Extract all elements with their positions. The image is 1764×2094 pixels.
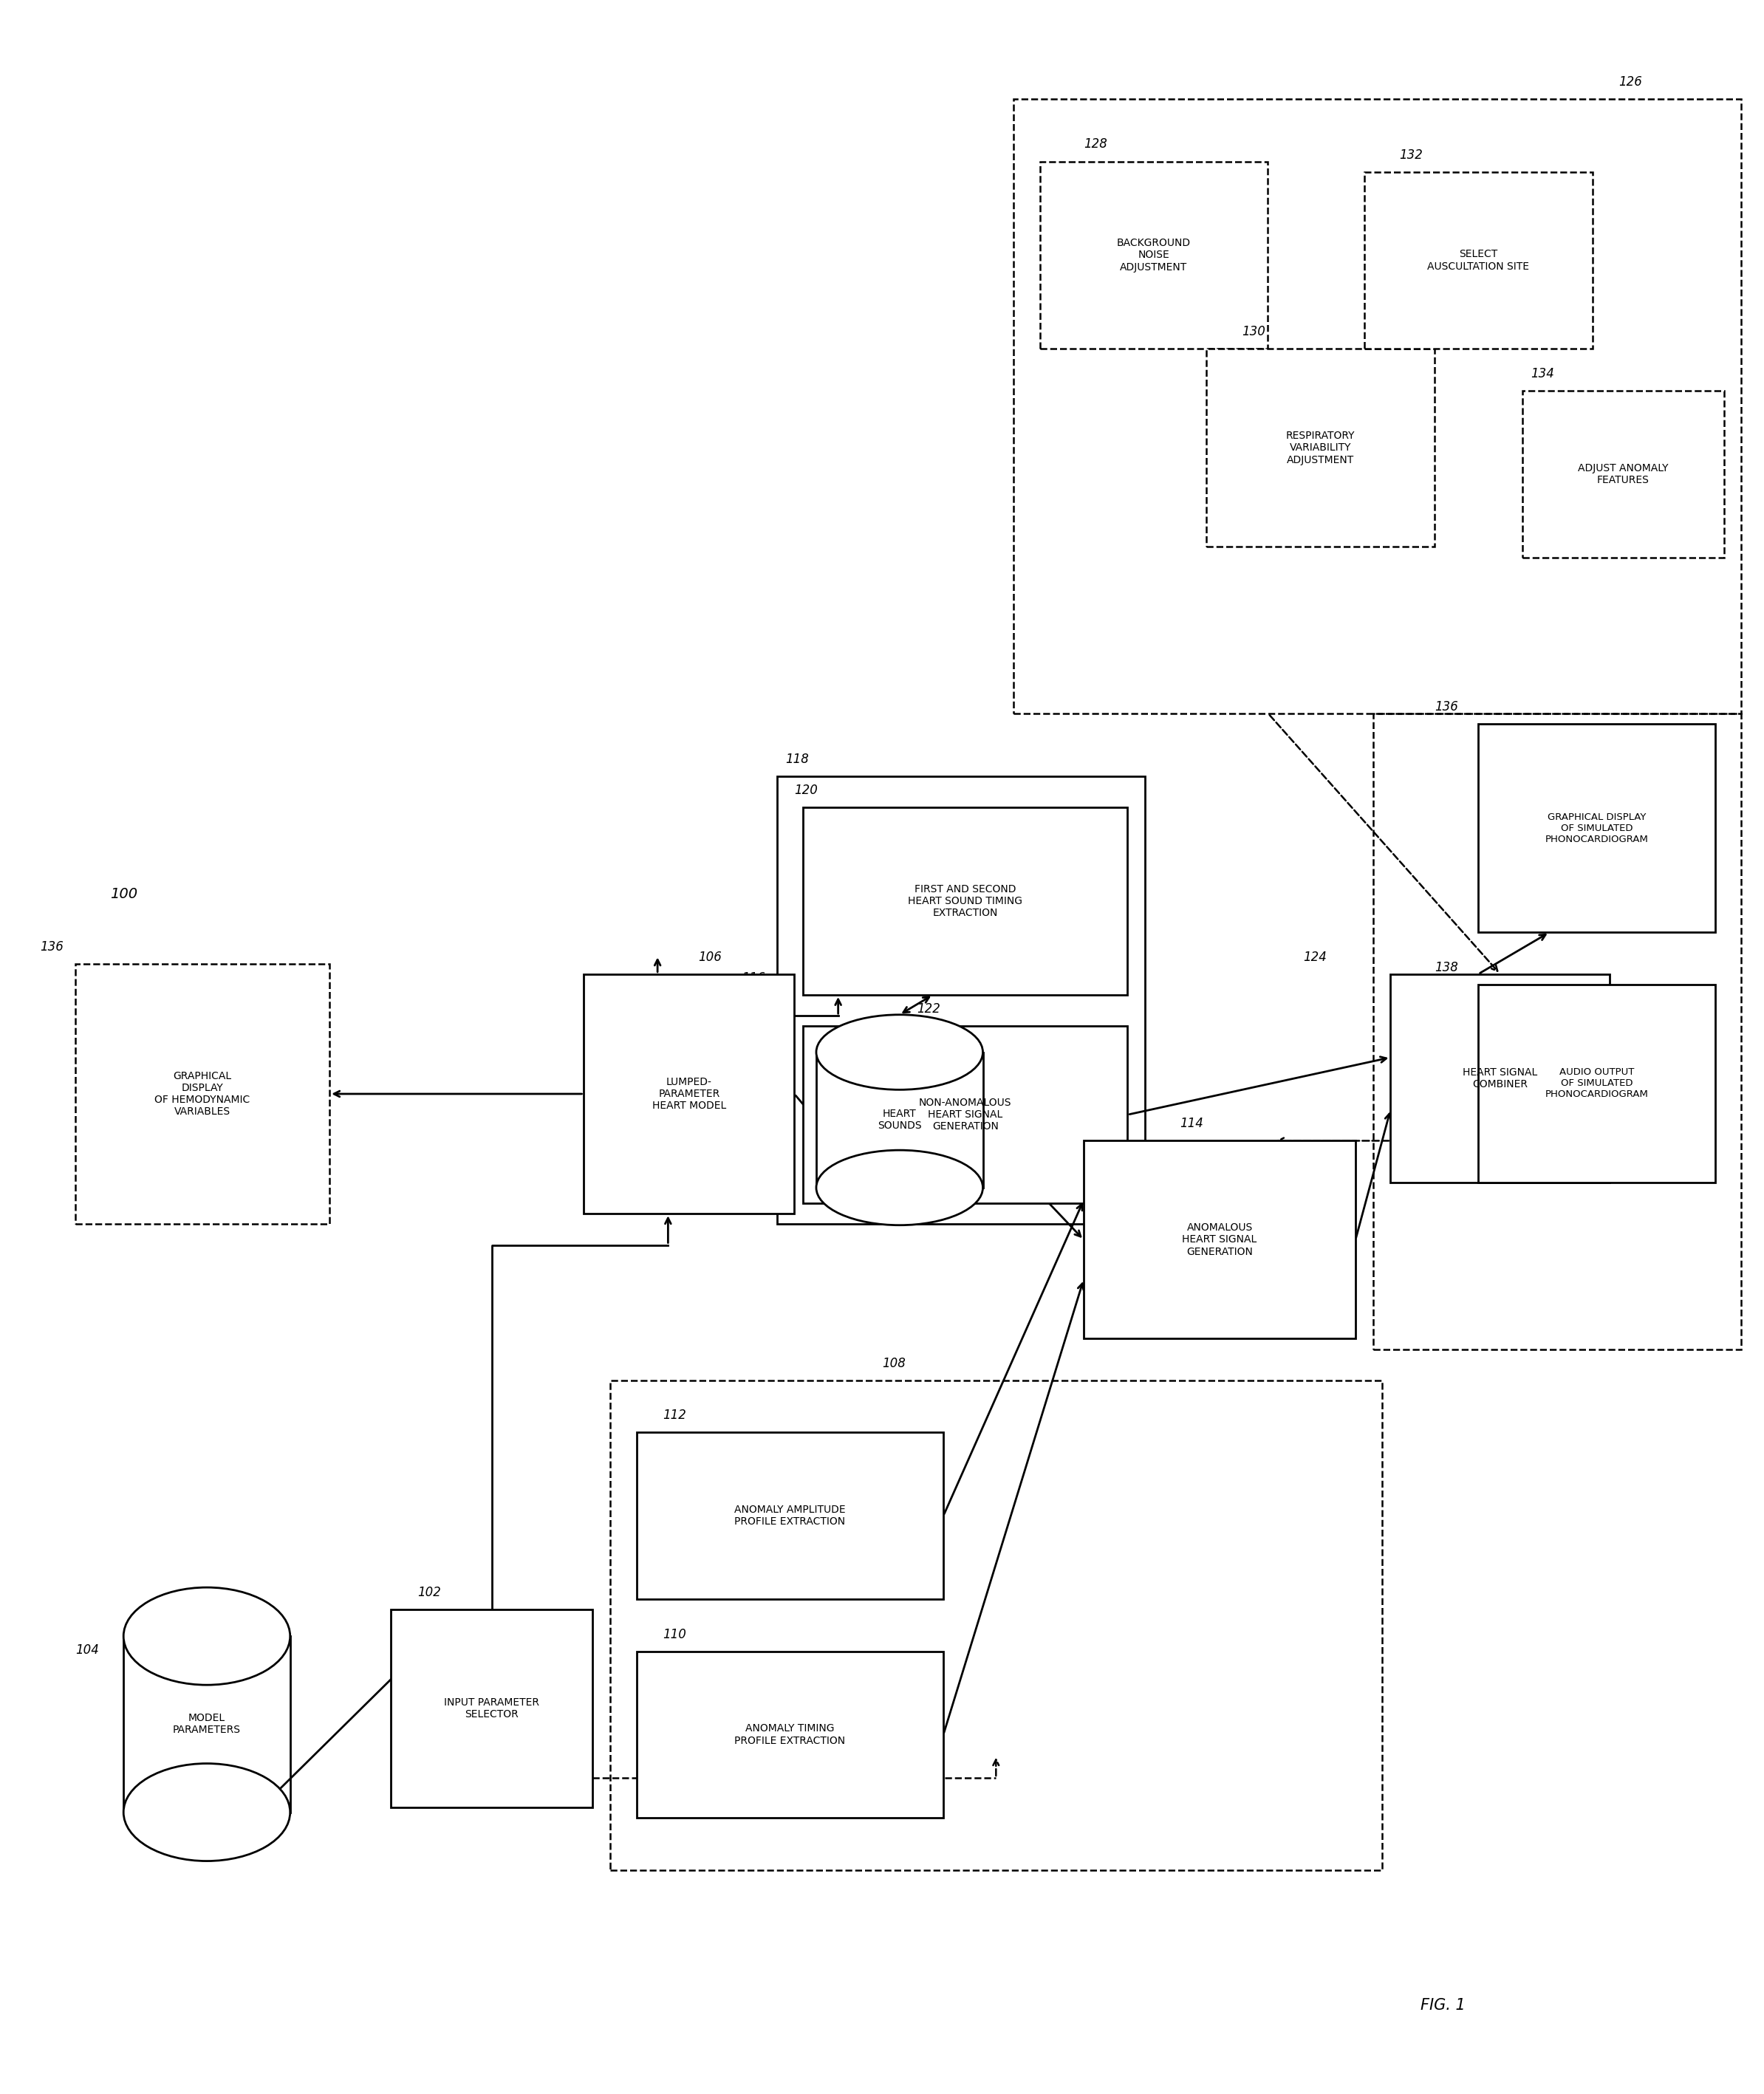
Bar [1014,98,1741,714]
Text: NON-ANOMALOUS
HEART SIGNAL
GENERATION: NON-ANOMALOUS HEART SIGNAL GENERATION [919,1097,1013,1133]
Bar [1478,984,1715,1183]
Bar [637,1652,944,1818]
Text: INPUT PARAMETER
SELECTOR: INPUT PARAMETER SELECTOR [445,1698,540,1719]
Text: GRAPHICAL
DISPLAY
OF HEMODYNAMIC
VARIABLES: GRAPHICAL DISPLAY OF HEMODYNAMIC VARIABL… [155,1070,250,1116]
Bar [392,1610,593,1807]
Text: 118: 118 [785,752,810,766]
Text: 128: 128 [1083,138,1108,151]
Text: 106: 106 [699,951,721,963]
Bar [776,777,1145,1225]
Text: 100: 100 [111,888,138,900]
Text: FIG. 1: FIG. 1 [1420,1998,1466,2012]
Text: 124: 124 [1304,951,1327,963]
Text: 132: 132 [1399,149,1424,161]
Ellipse shape [123,1763,289,1862]
Text: 138: 138 [1434,961,1459,974]
Text: BACKGROUND
NOISE
ADJUSTMENT: BACKGROUND NOISE ADJUSTMENT [1117,239,1191,272]
Text: ANOMALOUS
HEART SIGNAL
GENERATION: ANOMALOUS HEART SIGNAL GENERATION [1182,1223,1258,1256]
Bar [637,1432,944,1600]
Bar [610,1380,1381,1870]
Bar [1039,161,1268,350]
Text: ANOMALY AMPLITUDE
PROFILE EXTRACTION: ANOMALY AMPLITUDE PROFILE EXTRACTION [734,1506,845,1527]
Bar [1207,350,1434,547]
Bar [1372,714,1741,1349]
Text: 136: 136 [41,940,64,953]
Bar [803,808,1127,995]
Bar [1522,392,1723,557]
Text: 136: 136 [1434,699,1459,714]
Text: AUDIO OUTPUT
OF SIMULATED
PHONOCARDIOGRAM: AUDIO OUTPUT OF SIMULATED PHONOCARDIOGRA… [1545,1068,1648,1099]
Text: LUMPED-
PARAMETER
HEART MODEL: LUMPED- PARAMETER HEART MODEL [653,1076,727,1112]
Text: SELECT
AUSCULTATION SITE: SELECT AUSCULTATION SITE [1427,249,1529,272]
Bar [123,1635,289,1811]
Text: MODEL
PARAMETERS: MODEL PARAMETERS [173,1713,242,1736]
Text: HEART
SOUNDS: HEART SOUNDS [877,1110,921,1131]
Text: FIRST AND SECOND
HEART SOUND TIMING
EXTRACTION: FIRST AND SECOND HEART SOUND TIMING EXTR… [908,884,1023,919]
Text: 104: 104 [76,1644,99,1656]
Text: 110: 110 [663,1627,686,1642]
Ellipse shape [817,1016,983,1089]
Ellipse shape [817,1150,983,1225]
Text: 102: 102 [418,1585,441,1600]
Text: 116: 116 [741,972,766,984]
Text: HEART SIGNAL
COMBINER: HEART SIGNAL COMBINER [1462,1068,1538,1089]
Bar [584,974,794,1215]
Text: RESPIRATORY
VARIABILITY
ADJUSTMENT: RESPIRATORY VARIABILITY ADJUSTMENT [1286,431,1355,465]
Text: 120: 120 [794,783,818,798]
Bar [1390,974,1611,1183]
Text: 126: 126 [1619,75,1642,88]
Bar [817,1051,983,1187]
Text: ANOMALY TIMING
PROFILE EXTRACTION: ANOMALY TIMING PROFILE EXTRACTION [734,1723,845,1746]
Bar [76,963,330,1225]
Text: 134: 134 [1531,366,1554,381]
Text: 130: 130 [1242,325,1265,339]
Ellipse shape [123,1587,289,1686]
Text: 108: 108 [882,1357,905,1369]
Text: ADJUST ANOMALY
FEATURES: ADJUST ANOMALY FEATURES [1577,463,1669,486]
Bar [803,1026,1127,1204]
Text: 112: 112 [663,1409,686,1422]
Bar [1364,172,1593,350]
Bar [1083,1141,1355,1338]
Text: GRAPHICAL DISPLAY
OF SIMULATED
PHONOCARDIOGRAM: GRAPHICAL DISPLAY OF SIMULATED PHONOCARD… [1545,812,1648,844]
Bar [1478,725,1715,932]
Text: 122: 122 [917,1003,940,1016]
Text: 114: 114 [1180,1116,1203,1131]
